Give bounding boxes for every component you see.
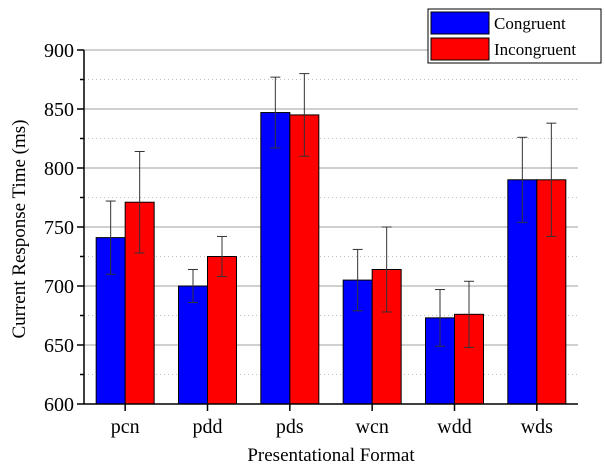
y-tick-label: 900 [44,40,74,62]
y-tick-label: 650 [44,335,74,357]
y-tick-label: 600 [44,394,74,416]
y-tick-label: 750 [44,217,74,239]
x-tick-label-wcn: wcn [356,416,389,438]
legend-swatch-congruent [430,11,490,35]
bar-congruent-pds [260,112,291,405]
bar-incongruent-wds [536,179,567,405]
legend-label-congruent: Congruent [494,14,566,33]
legend: Congruent Incongruent [427,8,602,64]
legend-swatch-incongruent [430,37,490,61]
x-tick-label-wdd: wdd [437,416,471,438]
y-tick-label: 800 [44,158,74,180]
y-tick-label: 850 [44,99,74,121]
bars-layer [95,73,567,405]
x-tick-label-pdd: pdd [193,416,223,438]
bar-congruent-pdd [178,285,208,405]
grid-layer [84,49,578,375]
x-axis-title: Presentational Format [247,445,415,466]
y-axis-title: Current Response Time (ms) [9,119,30,338]
y-tick-label: 700 [44,276,74,298]
x-tick-label-wds: wds [521,416,553,438]
legend-label-incongruent: Incongruent [494,40,576,59]
axes-layer: 600 650 700 750 800 850 900 pcn pdd pds wcn wdd wds [44,40,578,438]
x-tick-label-pds: pds [276,416,304,438]
bar-incongruent-pds [289,114,320,405]
x-tick-label-pcn: pcn [111,416,140,438]
bar-incongruent-pdd [207,256,237,405]
